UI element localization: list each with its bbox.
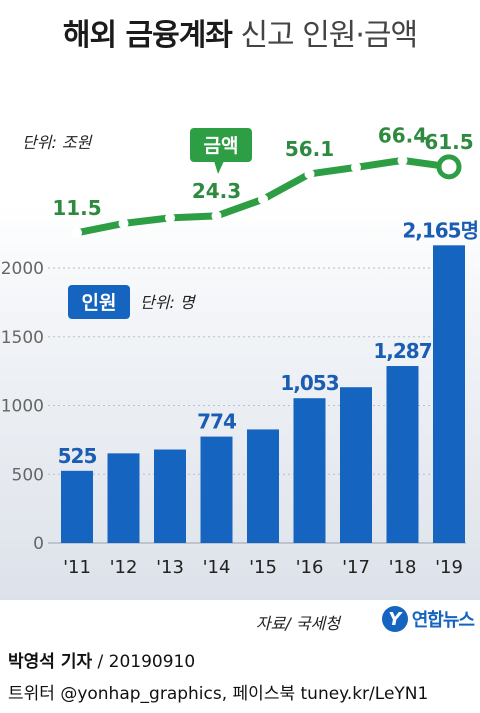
line-legend-label: 금액 (204, 135, 239, 157)
chart-title: 해외 금융계좌 신고 인원·금액 (0, 10, 480, 54)
yonhap-logo-text: 연합뉴스 (411, 610, 475, 631)
x-tick-label: '17 (342, 557, 370, 578)
y-tick-label: 0 (33, 534, 44, 554)
source-row: 자료/ 국세청 Y 연합뉴스 (0, 606, 480, 636)
bar-legend-label: 인원 (82, 292, 117, 314)
bar (200, 436, 233, 543)
bar (340, 387, 372, 543)
bar (433, 245, 465, 543)
bar-unit-label: 단위: 명 (140, 293, 197, 312)
line-data-label: 11.5 (52, 196, 101, 220)
bar-data-label: 2,165명 (402, 218, 478, 242)
line-point (118, 218, 129, 229)
bar-data-label: 1,287 (373, 339, 431, 363)
bar (293, 398, 326, 543)
credit-date: / 20190910 (97, 652, 196, 672)
line-data-label: 66.4 (378, 123, 427, 147)
bar (247, 429, 279, 543)
x-tick-label: '16 (296, 557, 324, 578)
x-tick-label: '13 (156, 557, 184, 578)
line-data-label: 56.1 (285, 137, 334, 161)
line-point (165, 212, 175, 223)
line-data-label: 61.5 (424, 130, 473, 154)
bar (154, 449, 186, 543)
x-tick-label: '15 (249, 557, 277, 578)
bar (386, 366, 419, 543)
bar-data-label: 1,053 (280, 371, 338, 395)
line-legend-badge (190, 128, 252, 162)
line-legend-badge-tail (214, 161, 224, 174)
combo-chart: 0 500 1000 1500 2000 '11 525 '12 '13 '14 774 '15 '16… (1, 123, 479, 578)
bar-data-label: 774 (197, 410, 236, 434)
title-sub: 신고 인원·금액 (240, 18, 418, 53)
title-main: 해외 금융계좌 (62, 18, 233, 53)
line-point (211, 210, 222, 221)
x-tick-label: '11 (63, 557, 91, 578)
author-name: 박영석 기자 (8, 652, 93, 672)
source-label: 자료/ 국세청 (255, 614, 340, 633)
x-tick-label: '19 (435, 557, 463, 578)
line-point (72, 227, 82, 238)
yonhap-logo-icon: Y (381, 606, 408, 632)
line-point (351, 162, 361, 173)
y-tick-label: 2000 (1, 259, 44, 279)
x-tick-label: '14 (203, 557, 231, 578)
bar (107, 453, 140, 543)
bar-data-label: 525 (58, 444, 97, 468)
bar (61, 470, 93, 543)
x-tick-label: '12 (110, 557, 138, 578)
line-data-label: 24.3 (192, 179, 241, 203)
y-tick-label: 500 (12, 465, 44, 485)
x-tick-label: '18 (389, 557, 417, 578)
y-tick-label: 1500 (1, 328, 44, 348)
line-unit-label: 단위: 조원 (22, 133, 93, 152)
credits: 박영석 기자 / 20190910 트위터 @yonhap_graphics, … (0, 643, 480, 713)
line-end-marker (436, 154, 462, 180)
line-point (397, 155, 408, 166)
bar-legend-badge (68, 285, 130, 319)
credit-line-social: 트위터 @yonhap_graphics, 페이스북 tuney.kr/LeYN… (8, 684, 429, 704)
line-point (304, 168, 315, 179)
yonhap-logo: Y 연합뉴스 (381, 606, 475, 632)
chart-area: 0 500 1000 1500 2000 '11 525 '12 '13 '14 774 '15 '16… (0, 70, 480, 600)
line-point (258, 194, 268, 205)
y-tick-label: 1000 (1, 397, 44, 417)
credit-line-author: 박영석 기자 / 20190910 (8, 647, 195, 672)
